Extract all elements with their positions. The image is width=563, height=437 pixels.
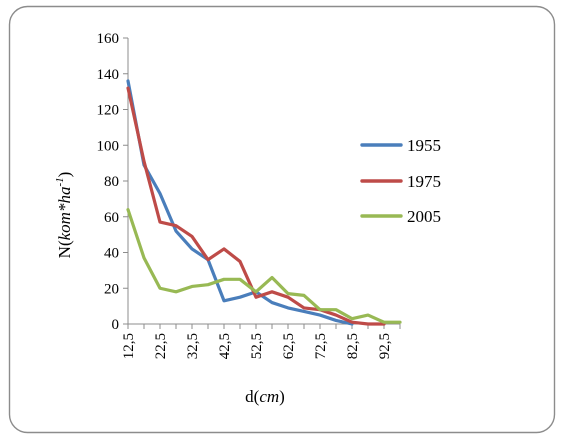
y-tick-label: 40 [104, 246, 119, 262]
x-tick-label: 62,5 [281, 333, 297, 359]
x-tick-label: 22,5 [153, 333, 169, 359]
y-axis-title-exponent: -1 [54, 177, 66, 186]
legend-item-2005: 2005 [360, 207, 441, 226]
y-axis-title: N(kom*ha-1) [54, 172, 74, 259]
x-axis-title-suffix: ) [279, 387, 285, 406]
series-line-1955 [126, 79, 354, 326]
legend-item-1955: 1955 [360, 136, 441, 155]
x-axis-title-prefix: d( [245, 387, 260, 406]
y-tick-label: 20 [104, 281, 119, 297]
y-tick-label: 100 [97, 138, 120, 154]
x-tick-label: 52,5 [249, 333, 265, 359]
series-line-1975 [126, 86, 386, 326]
series-lines [126, 79, 402, 326]
y-tick-label: 80 [104, 174, 119, 190]
y-tick-label: 120 [97, 103, 120, 119]
y-tick-label: 0 [112, 317, 120, 333]
plot-area: 0 20 40 60 80 100 120 140 160 12,5 22,5 32,5 42,5 52… [97, 31, 402, 359]
legend-label-2005: 2005 [407, 207, 441, 226]
y-axis-title-suffix: ) [55, 172, 74, 178]
series-line-2005 [126, 208, 402, 324]
x-axis-title-unit: cm [259, 387, 279, 406]
x-tick-label: 12,5 [121, 333, 137, 359]
y-axis-title-prefix: N( [55, 240, 74, 258]
x-tick-label: 42,5 [217, 333, 233, 359]
legend-label-1955: 1955 [407, 136, 441, 155]
x-tick-label: 82,5 [345, 333, 361, 359]
y-tick-label: 60 [104, 210, 119, 226]
y-tick-label: 140 [97, 67, 120, 83]
y-axis-title-unit: kom*ha [55, 187, 74, 241]
chart-border [8, 5, 556, 434]
legend: 1955 1975 2005 [360, 136, 441, 226]
y-tick-label: 160 [97, 31, 120, 47]
legend-item-1975: 1975 [360, 172, 441, 191]
x-tick-label: 32,5 [185, 333, 201, 359]
x-axis-title: d(cm) [245, 387, 285, 406]
y-axis: 0 20 40 60 80 100 120 140 160 [97, 31, 129, 333]
x-tick-label: 92,5 [377, 333, 393, 359]
legend-label-1975: 1975 [407, 172, 441, 191]
x-tick-label: 72,5 [313, 333, 329, 359]
